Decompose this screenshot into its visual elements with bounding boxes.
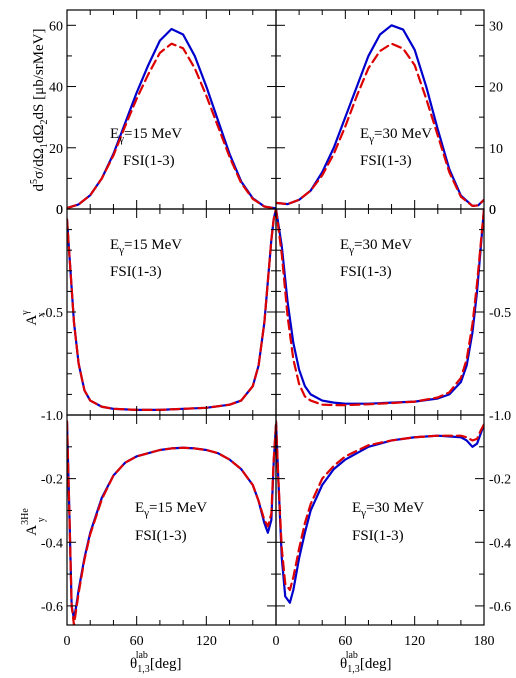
y-tick-label: 40 <box>49 81 63 96</box>
y-tick-label: 0 <box>489 203 496 218</box>
series-line-dashed-top-left <box>67 42 276 209</box>
y-tick-label: 60 <box>49 19 63 34</box>
panels-group: 0 20 40 60 0 0 10 20 30 0 -0.5 -0.5 -0.6 -0.4 -0.2 -1.0… <box>41 9 512 649</box>
y-tick-label: 0 <box>489 203 496 218</box>
y-tick-label: 30 <box>489 19 503 34</box>
x-tick-label: 0 <box>273 634 280 649</box>
panel-bottom-left: -0.6 -0.4 -0.2 -1.0 0 60 120 <box>41 409 277 649</box>
annotation-energy-15-top: Eγ=15 MeV <box>110 126 182 145</box>
series-line-solid-bottom-right <box>276 420 484 604</box>
annotation-fsi-top-right: FSI(1-3) <box>360 153 412 169</box>
x-tick-label: 60 <box>338 634 352 649</box>
y-tick-label: -0.2 <box>41 473 63 488</box>
y-tick-label: -0.4 <box>41 536 63 551</box>
y-tick-label: 0 <box>56 203 63 218</box>
y-tick-label: 20 <box>49 142 63 157</box>
y-tick-label: 10 <box>489 142 503 157</box>
annotation-fsi-bottom-right: FSI(1-3) <box>352 528 404 544</box>
annotation-energy-30-top: Eγ=30 MeV <box>360 126 432 145</box>
series-line-dashed-middle-right <box>276 209 484 407</box>
x-axis-label-right: θ1,3lab[deg] <box>340 650 392 675</box>
annotation-energy-30-middle: Eγ=30 MeV <box>340 237 412 256</box>
x-tick-label: 0 <box>64 634 71 649</box>
x-tick-label: 60 <box>130 634 144 649</box>
annotation-energy-30-bottom: Eγ=30 MeV <box>352 500 424 519</box>
series-line-dashed-bottom-left <box>67 420 276 625</box>
panel-bottom-right: -0.6 -0.4 -0.2 -1.0 0 60 120 180 <box>273 409 512 649</box>
y-tick-label: -0.2 <box>489 473 511 488</box>
panel-frame-top-left <box>66 9 277 210</box>
y-tick-label: 20 <box>489 81 503 96</box>
x-tick-label: 120 <box>196 634 217 649</box>
series-line-solid-top-right <box>276 24 484 208</box>
y-tick-label: -0.6 <box>41 600 63 615</box>
series-line-solid-top-left <box>67 27 276 209</box>
series-line-solid-bottom-left <box>67 420 276 620</box>
panel-middle-right: -0.5 <box>275 208 511 416</box>
y-tick-label: -1.0 <box>41 409 63 424</box>
panel-frame-bottom-left <box>66 414 277 626</box>
annotation-fsi-bottom-left: FSI(1-3) <box>135 528 187 544</box>
annotation-fsi-top-left: FSI(1-3) <box>123 153 175 169</box>
panel-frame-bottom-right <box>275 414 485 626</box>
x-tick-label: 180 <box>474 634 495 649</box>
series-line-dashed-top-right <box>276 42 484 208</box>
y-tick-label: -0.5 <box>489 306 511 321</box>
y-axis-label-cross-section: d5σ/dΩ1dΩ2dS [μb/srMeV] <box>29 28 50 191</box>
annotation-energy-15-bottom: Eγ=15 MeV <box>135 500 207 519</box>
y-tick-label: -0.4 <box>489 536 511 551</box>
y-axis-label-target-analyzing-power: A3He y <box>20 508 47 536</box>
y-tick-label: -0.5 <box>41 306 63 321</box>
x-axis-label-left: θ1,3lab[deg] <box>130 650 182 675</box>
series-line-dashed-bottom-right <box>276 420 484 592</box>
y-tick-label: -1.0 <box>489 409 511 424</box>
x-tick-label: 120 <box>404 634 425 649</box>
y-tick-label: 0 <box>56 203 63 218</box>
y-tick-label: -0.6 <box>489 600 511 615</box>
annotation-fsi-middle-right: FSI(1-3) <box>340 264 392 280</box>
annotation-fsi-middle-left: FSI(1-3) <box>110 264 162 280</box>
y-axis-label-photon-analyzing-power: Aγ x <box>20 310 47 326</box>
series-line-dashed-middle-left <box>67 209 276 411</box>
annotation-energy-15-middle: Eγ=15 MeV <box>110 237 182 256</box>
